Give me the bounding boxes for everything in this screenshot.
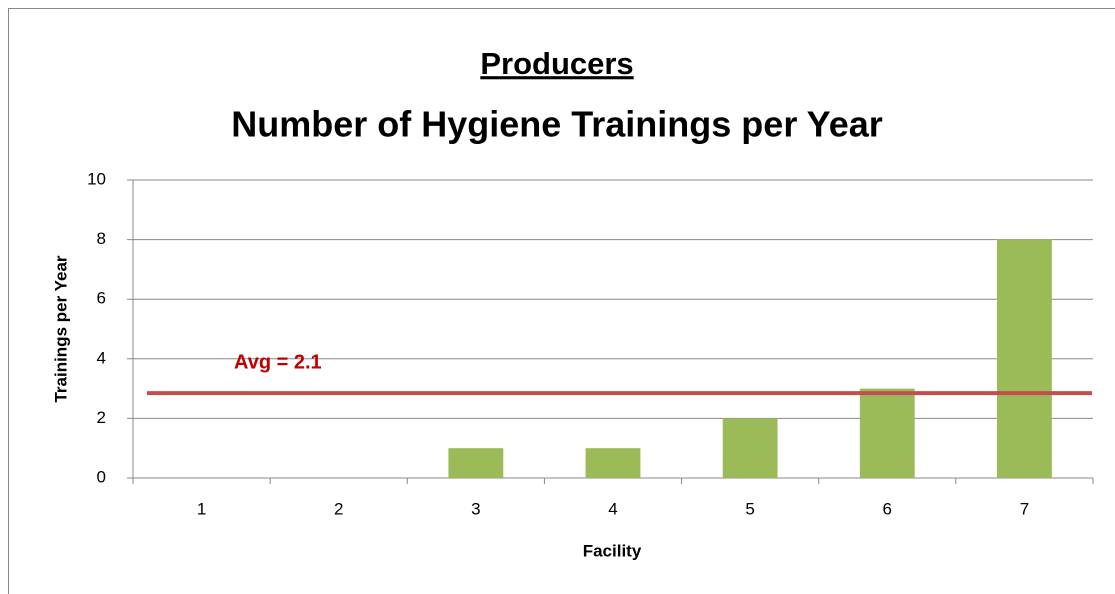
- average-label: Avg = 2.1: [234, 351, 322, 373]
- chart-frame: [8, 8, 1115, 594]
- y-tick-label: 0: [97, 467, 106, 486]
- x-axis-label: Facility: [583, 541, 642, 560]
- chart-subtitle: Number of Hygiene Trainings per Year: [231, 104, 883, 145]
- bar: [859, 388, 915, 478]
- bar: [585, 448, 641, 478]
- y-tick-label: 2: [97, 408, 106, 427]
- x-tick-label: 2: [334, 499, 343, 518]
- bar: [722, 418, 778, 478]
- x-tick-label: 6: [883, 499, 892, 518]
- y-axis-label: Trainings per Year: [51, 255, 70, 402]
- x-tick-label: 3: [471, 499, 480, 518]
- y-tick-label: 10: [87, 169, 106, 188]
- x-tick-label: 1: [197, 499, 206, 518]
- x-tick-label: 4: [608, 499, 617, 518]
- bar: [448, 448, 504, 478]
- y-tick-label: 4: [97, 348, 106, 367]
- x-tick-label: 7: [1020, 499, 1029, 518]
- chart-title: Producers: [480, 46, 633, 81]
- x-tick-label: 5: [745, 499, 754, 518]
- y-tick-label: 8: [97, 229, 106, 248]
- bar: [997, 239, 1052, 478]
- y-tick-label: 6: [97, 289, 106, 308]
